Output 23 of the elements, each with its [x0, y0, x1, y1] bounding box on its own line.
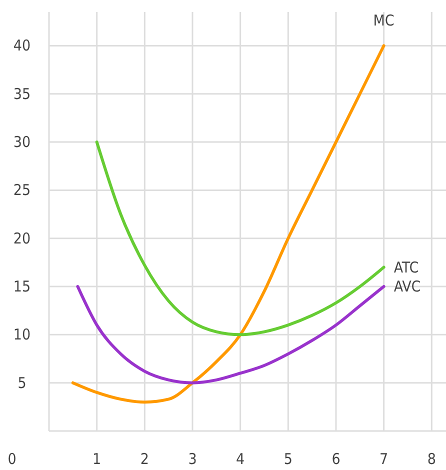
- x-tick-label: 1: [92, 450, 102, 468]
- x-tick-label: 2: [140, 450, 149, 468]
- x-tick-label: 6: [332, 450, 340, 468]
- y-tick-label: 35: [13, 84, 31, 103]
- x-tick-label: 4: [236, 450, 245, 468]
- y-tick-label: 10: [13, 326, 31, 344]
- line-series: [76, 285, 386, 384]
- line-series: [95, 140, 386, 336]
- x-tick-label: 7: [380, 450, 388, 468]
- x-tick-label: 8: [427, 450, 436, 468]
- series-label: MC: [373, 12, 394, 30]
- text: 0: [8, 450, 16, 468]
- x-tick-label: 5: [284, 450, 292, 468]
- y-tick-label: 30: [13, 133, 31, 152]
- series-label: ATC: [394, 258, 419, 276]
- y-tick-label: 20: [13, 229, 31, 248]
- line-series: [71, 44, 386, 404]
- y-tick-label: 40: [13, 36, 31, 55]
- series-label: AVC: [394, 278, 421, 296]
- y-tick-label: 15: [13, 278, 31, 296]
- y-tick-label: 5: [18, 374, 26, 392]
- x-tick-label: 3: [188, 450, 197, 468]
- y-tick-label: 25: [13, 181, 31, 200]
